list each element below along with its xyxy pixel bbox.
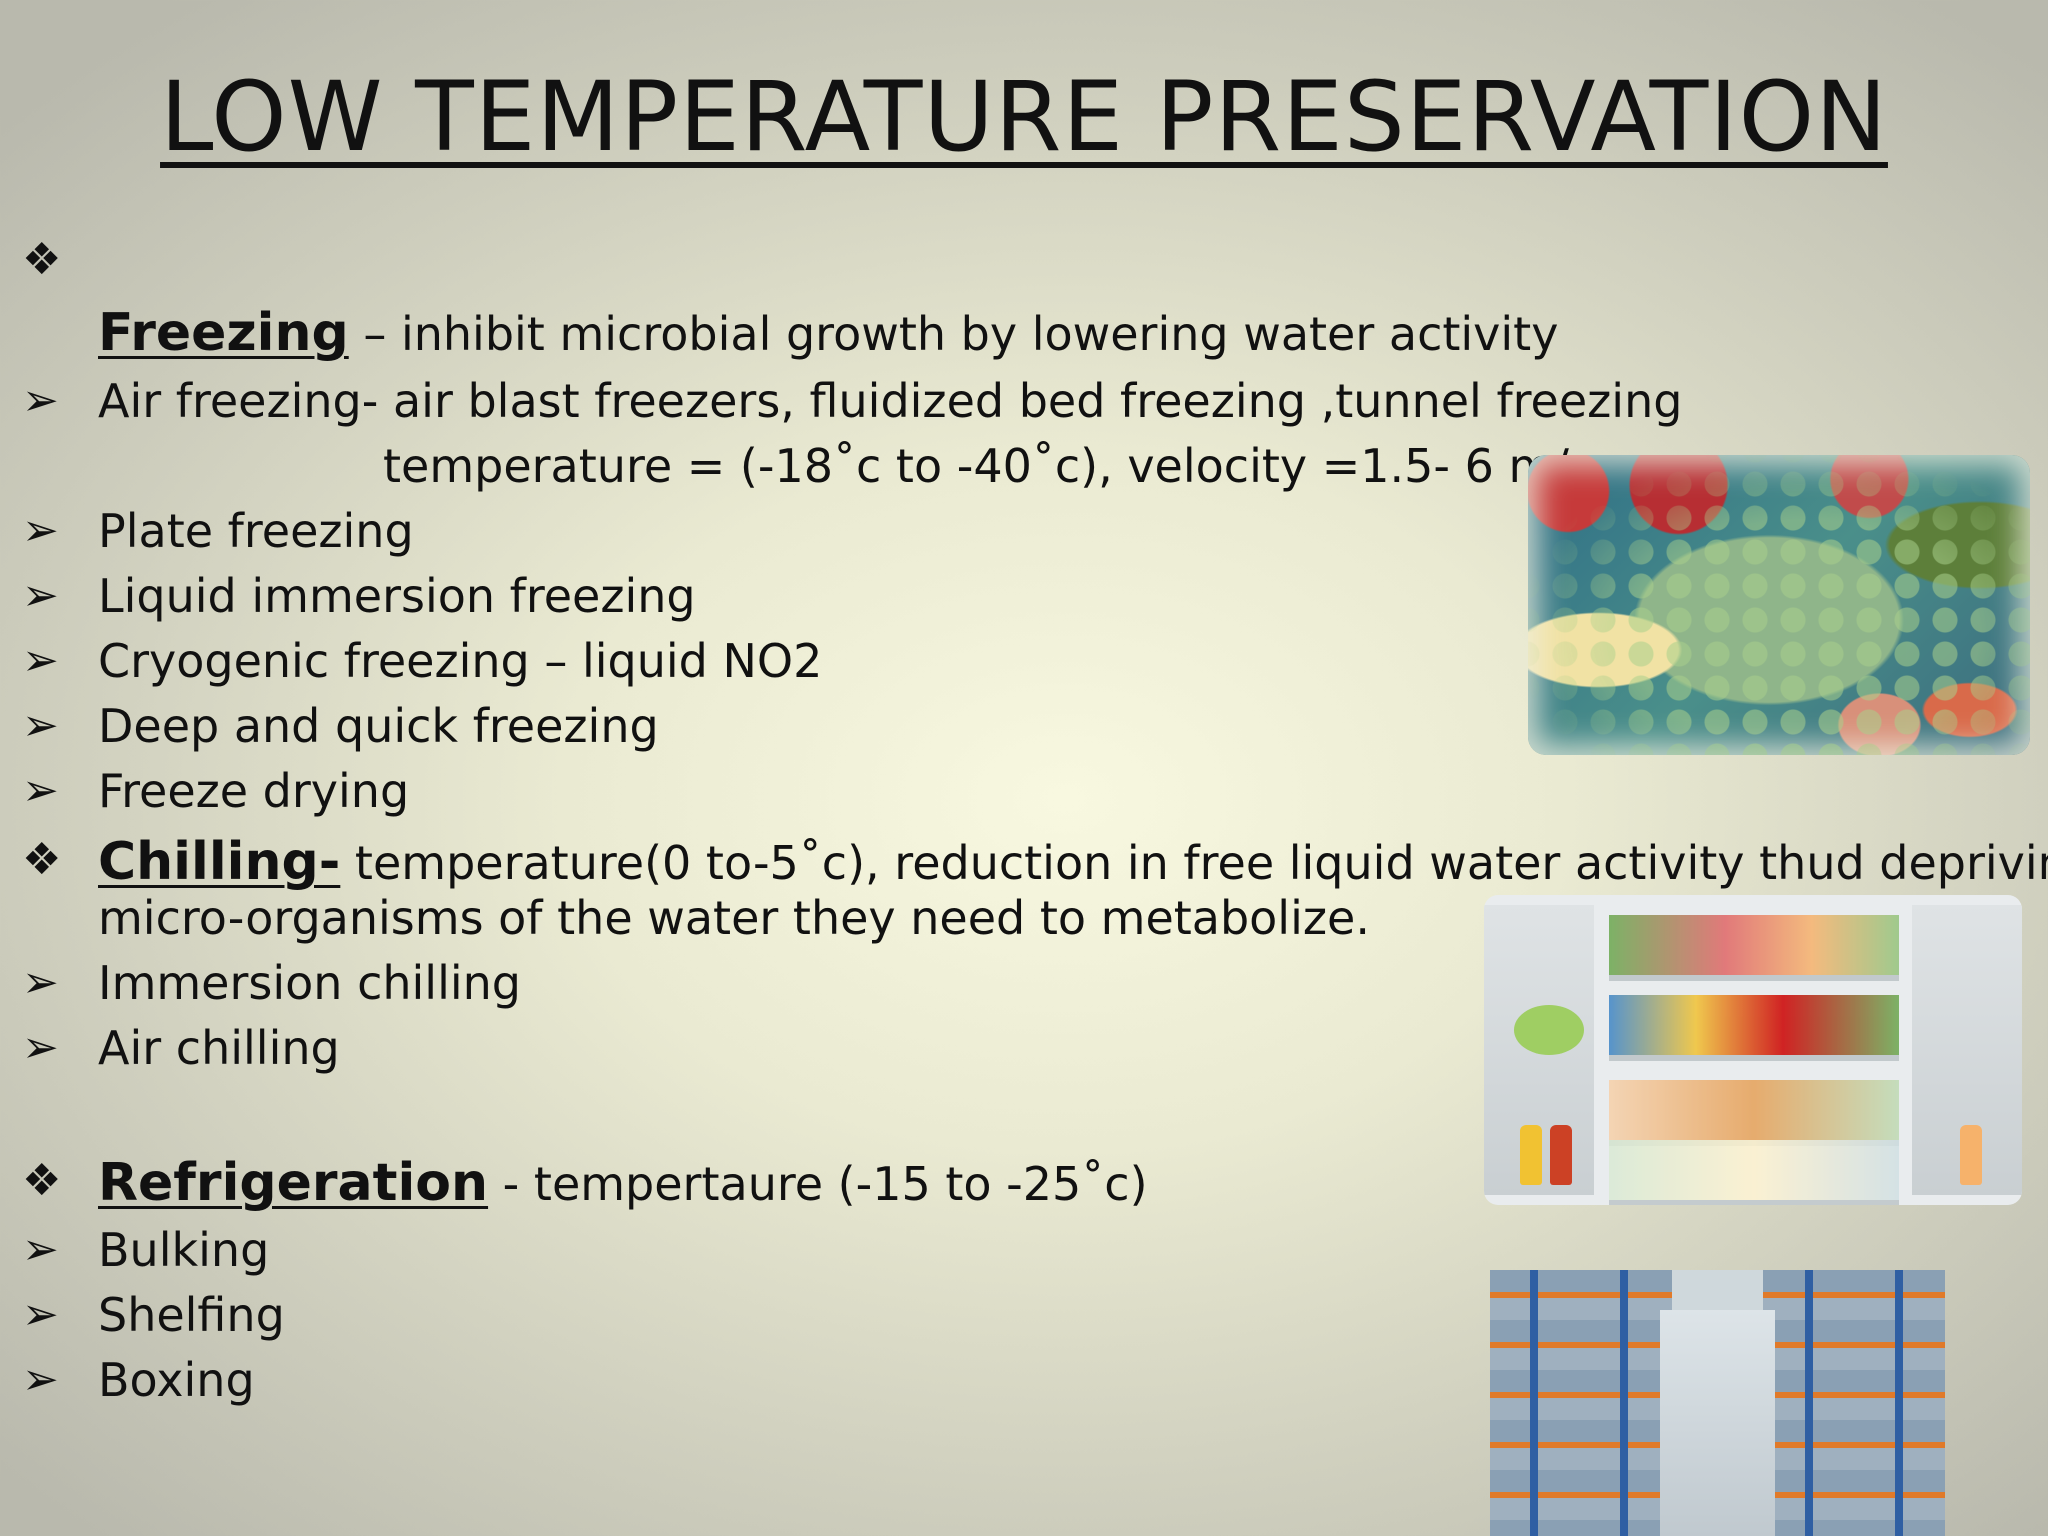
arrow-bullet-icon: ➢ bbox=[22, 375, 59, 426]
list-item-detail: temperature = (-18˚c to -40˚c), velocity… bbox=[383, 439, 1593, 493]
list-item: Liquid immersion freezing bbox=[98, 569, 696, 623]
refrigeration-text: - tempertaure (-15 to -25˚c) bbox=[488, 1157, 1148, 1211]
cold-storage-warehouse-image bbox=[1490, 1270, 1945, 1536]
chilling-text: temperature(0 to-5˚c), reduction in free… bbox=[340, 836, 2048, 890]
arrow-bullet-icon: ➢ bbox=[22, 700, 59, 751]
list-item: Air freezing- air blast freezers, fluidi… bbox=[98, 374, 1683, 428]
arrow-bullet-icon: ➢ bbox=[22, 1289, 59, 1340]
arrow-bullet-icon: ➢ bbox=[22, 505, 59, 556]
list-item: Cryogenic freezing – liquid NO2 bbox=[98, 634, 823, 688]
slide-title: LOW TEMPERATURE PRESERVATION bbox=[160, 61, 1888, 173]
arrow-bullet-icon: ➢ bbox=[22, 1224, 59, 1275]
list-item: Boxing bbox=[98, 1353, 255, 1407]
arrow-bullet-icon: ➢ bbox=[22, 635, 59, 686]
list-item: Deep and quick freezing bbox=[98, 699, 659, 753]
list-item: Immersion chilling bbox=[98, 956, 521, 1010]
chilling-heading-line: Chilling- temperature(0 to-5˚c), reducti… bbox=[98, 834, 2048, 891]
freezing-heading: Freezing bbox=[98, 303, 349, 363]
refrigeration-heading: Refrigeration bbox=[98, 1153, 489, 1213]
list-item: Plate freezing bbox=[98, 504, 414, 558]
list-item: Bulking bbox=[98, 1223, 270, 1277]
arrow-bullet-icon: ➢ bbox=[22, 1022, 59, 1073]
arrow-bullet-icon: ➢ bbox=[22, 1354, 59, 1405]
list-item: Freeze drying bbox=[98, 764, 410, 818]
diamond-bullet-icon: ❖ bbox=[22, 834, 62, 885]
list-item: Air chilling bbox=[98, 1021, 340, 1075]
diamond-bullet-icon: ❖ bbox=[22, 1155, 62, 1206]
refrigeration-heading-line: Refrigeration - tempertaure (-15 to -25˚… bbox=[98, 1155, 1148, 1212]
arrow-bullet-icon: ➢ bbox=[22, 570, 59, 621]
list-item: Shelfing bbox=[98, 1288, 285, 1342]
arrow-bullet-icon: ➢ bbox=[22, 765, 59, 816]
frozen-vegetables-image bbox=[1528, 455, 2030, 755]
chilling-text-continued: micro-organisms of the water they need t… bbox=[98, 891, 1370, 945]
freezing-text: – inhibit microbial growth by lowering w… bbox=[348, 307, 1559, 361]
diamond-bullet-icon: ❖ bbox=[22, 234, 62, 285]
chilling-heading: Chilling- bbox=[98, 832, 341, 892]
freezing-heading-line: Freezing – inhibit microbial growth by l… bbox=[98, 305, 1558, 362]
refrigerator-image bbox=[1484, 895, 2022, 1205]
arrow-bullet-icon: ➢ bbox=[22, 957, 59, 1008]
